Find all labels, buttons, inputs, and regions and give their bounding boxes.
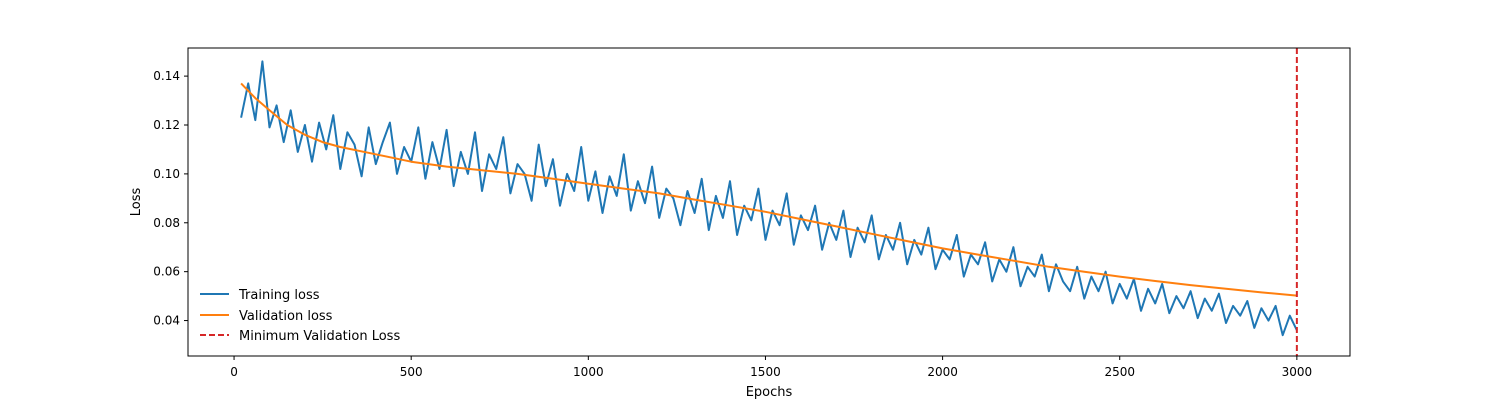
y-tick-label: 0.04 <box>153 314 180 328</box>
x-tick-label: 500 <box>400 365 423 379</box>
plot-frame <box>187 47 1351 357</box>
series-line-training-loss <box>240 60 1298 337</box>
y-tick-label: 0.12 <box>153 118 180 132</box>
y-axis-label: Loss <box>129 188 144 217</box>
series-line-validation-loss <box>240 82 1297 297</box>
legend-label-minimum-validation-loss: Minimum Validation Loss <box>239 329 400 344</box>
x-tick-label: 1000 <box>573 365 604 379</box>
y-tick-label: 0.14 <box>153 69 180 83</box>
x-tick-label: 0 <box>230 365 238 379</box>
y-tick-label: 0.10 <box>153 167 180 181</box>
legend: Training loss Validation loss Minimum Va… <box>200 288 400 344</box>
x-tick-label: 2500 <box>1104 365 1135 379</box>
y-tick-label: 0.06 <box>153 265 180 279</box>
x-tick-label: 3000 <box>1282 365 1313 379</box>
legend-label-training-loss: Training loss <box>238 288 320 303</box>
x-tick-label: 1500 <box>750 365 781 379</box>
x-tick-label: 2000 <box>927 365 958 379</box>
legend-label-validation-loss: Validation loss <box>239 309 333 324</box>
x-axis-label: Epochs <box>746 385 793 400</box>
y-tick-label: 0.08 <box>153 216 180 230</box>
